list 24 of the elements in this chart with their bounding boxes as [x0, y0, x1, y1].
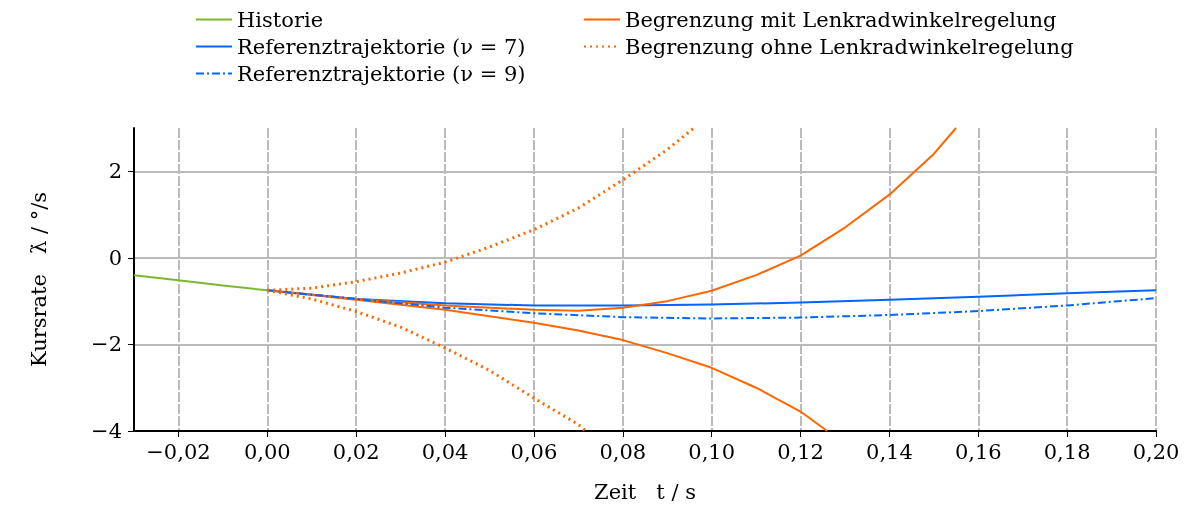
x-tick-label: 0,00 — [243, 439, 291, 464]
x-tick-label: 0,12 — [777, 439, 824, 464]
y-tick-label: −2 — [91, 332, 122, 357]
legend-label: Referenztrajektorie (ν = 7) — [237, 34, 526, 59]
legend-label: Begrenzung ohne Lenkradwinkelregelung — [625, 34, 1074, 59]
x-tick-label: 0,20 — [1132, 439, 1180, 464]
x-tick-label: 0,06 — [510, 439, 558, 464]
legend-label: Begrenzung mit Lenkradwinkelregelung — [625, 7, 1057, 32]
x-tick-label: 0,04 — [421, 439, 469, 464]
line-series — [133, 274, 269, 292]
legend-label: Referenztrajektorie (ν = 9) — [237, 61, 526, 86]
y-tick-label: 2 — [108, 159, 122, 184]
x-tick-label: 0,14 — [866, 439, 913, 464]
x-tick-label: 0,08 — [599, 439, 647, 464]
x-tick-label: −0,02 — [146, 439, 211, 464]
y-tick-label: 0 — [108, 245, 122, 270]
y-axis-title: Kursrate λ̇ / °/s — [26, 191, 51, 368]
legend-label: Historie — [237, 7, 324, 32]
x-tick-label: 0,10 — [688, 439, 736, 464]
y-tick-label: −4 — [91, 419, 122, 443]
x-axis-title: Zeit t / s — [594, 479, 696, 504]
x-tick-label: 0,16 — [954, 439, 1002, 464]
x-tick-label: 0,18 — [1043, 439, 1091, 464]
x-tick-label: 0,02 — [332, 439, 380, 464]
